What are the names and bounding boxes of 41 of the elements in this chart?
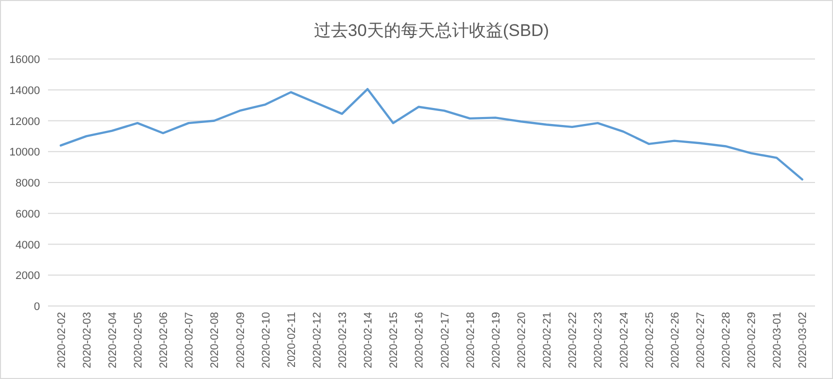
x-tick-label: 2020-03-02 <box>797 312 810 368</box>
x-tick-label: 2020-02-16 <box>414 312 426 368</box>
chart-title: 过去30天的每天总计收益(SBD) <box>314 21 550 40</box>
x-tick-label: 2020-02-12 <box>311 312 324 368</box>
x-tick-label: 2020-02-18 <box>464 312 477 368</box>
x-tick-label: 2020-02-09 <box>234 312 247 368</box>
x-tick-label: 2020-02-26 <box>669 312 682 368</box>
x-tick-label: 2020-02-13 <box>337 312 350 368</box>
x-tick-label: 2020-02-07 <box>184 312 196 368</box>
x-tick-label: 2020-02-25 <box>644 312 656 368</box>
x-tick-label: 2020-02-28 <box>720 312 733 368</box>
y-tick-label: 12000 <box>9 116 40 128</box>
x-tick-label: 2020-02-27 <box>694 312 707 368</box>
y-tick-label: 2000 <box>16 270 40 282</box>
x-tick-label: 2020-02-19 <box>490 312 502 368</box>
x-tick-label: 2020-03-01 <box>772 312 784 368</box>
y-tick-label: 8000 <box>16 178 40 190</box>
x-tick-label: 2020-02-08 <box>209 312 222 368</box>
y-tick-label: 4000 <box>16 239 40 252</box>
x-tick-label: 2020-02-10 <box>260 312 272 368</box>
x-tick-label: 2020-02-03 <box>81 312 94 368</box>
x-tick-label: 2020-02-05 <box>132 312 144 368</box>
x-tick-label: 2020-02-14 <box>362 312 375 368</box>
x-tick-label: 2020-02-24 <box>618 312 630 368</box>
x-tick-label: 2020-02-15 <box>388 312 400 368</box>
line-series <box>60 88 804 181</box>
x-tick-label: 2020-02-11 <box>286 312 298 368</box>
y-tick-label: 6000 <box>16 208 40 220</box>
x-tick-label: 2020-02-23 <box>592 312 605 368</box>
y-tick-label: 16000 <box>9 54 40 66</box>
y-tick-label: 0 <box>34 301 40 313</box>
x-tick-label: 2020-02-04 <box>106 312 119 368</box>
x-tick-label: 2020-02-06 <box>158 312 170 368</box>
x-tick-label: 2020-02-20 <box>516 312 528 368</box>
x-tick-label: 2020-02-29 <box>746 312 758 368</box>
x-tick-label: 2020-02-22 <box>567 312 580 368</box>
x-tick-label: 2020-02-17 <box>439 312 452 368</box>
x-tick-label: 2020-02-21 <box>542 312 554 368</box>
x-tick-label: 2020-02-02 <box>56 312 68 368</box>
y-tick-label: 10000 <box>9 146 40 159</box>
y-tick-label: 14000 <box>9 84 40 97</box>
